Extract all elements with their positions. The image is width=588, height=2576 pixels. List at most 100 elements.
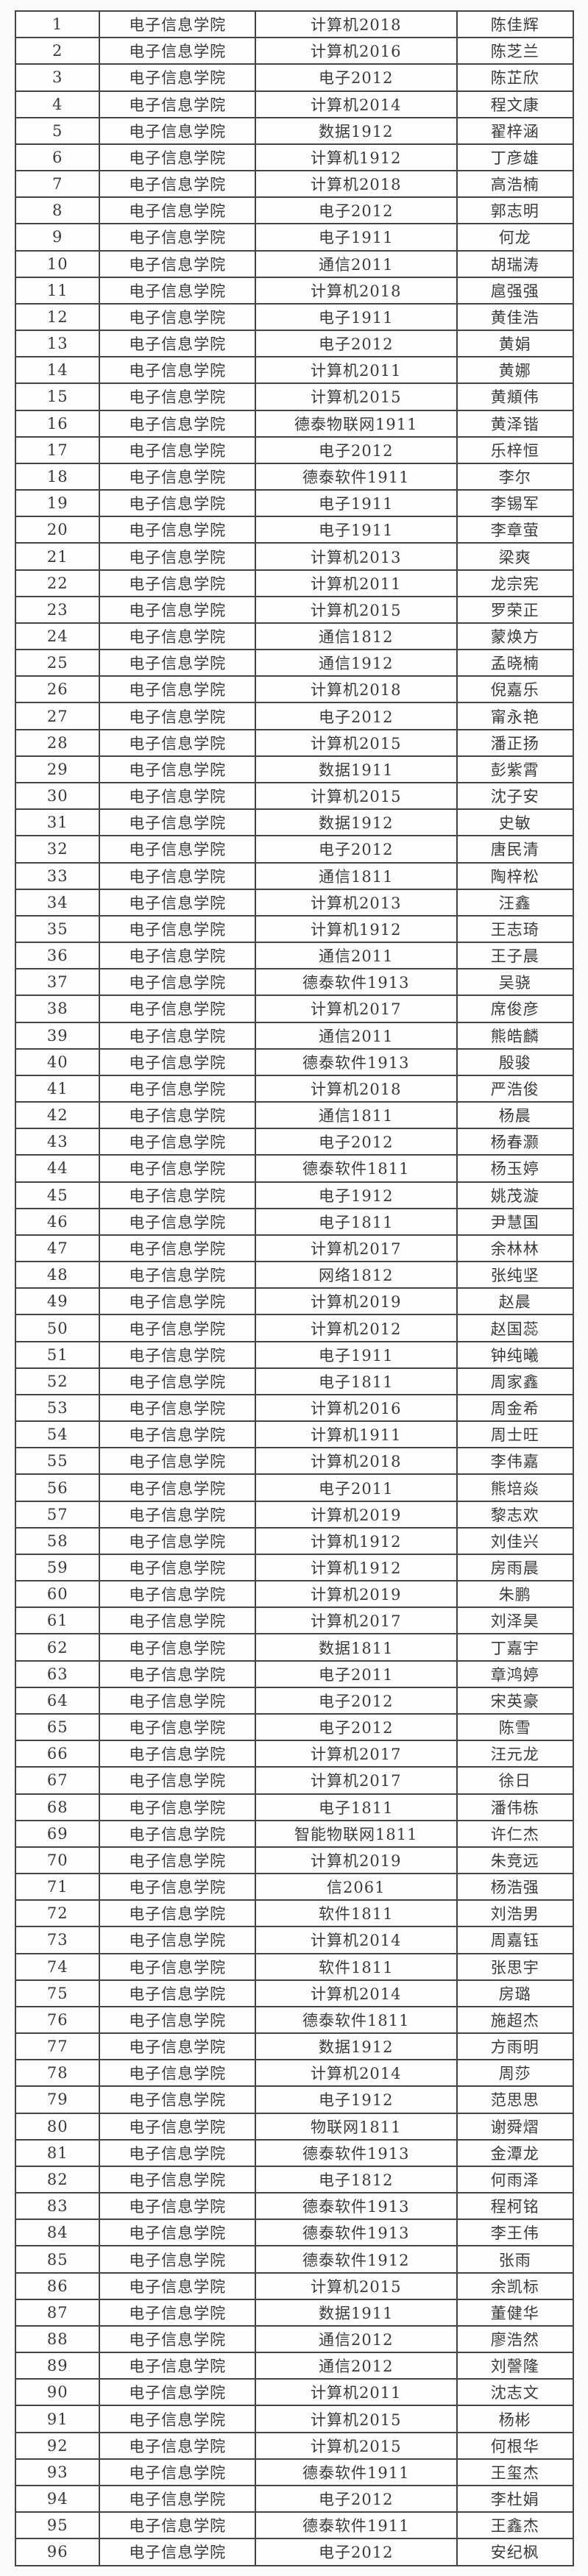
row-number-cell: 40 [14, 1047, 101, 1076]
college-cell: 电子信息学院 [99, 1926, 256, 1954]
name-cell: 朱竞远 [456, 1846, 575, 1875]
table-row: 42 电子信息学院 通信1811 杨晨 [14, 1101, 575, 1130]
student-roster-table: 1 电子信息学院 计算机2018 陈佳辉 2 电子信息学院 计算机2016 陈芝兰 3 电子信息学… [14, 10, 575, 2566]
class-cell: 计算机2016 [254, 37, 458, 65]
table-row: 83 电子信息学院 德泰软件1913 程柯铭 [14, 2192, 575, 2221]
college-cell: 电子信息学院 [99, 1766, 256, 1795]
name-cell: 倪嘉乐 [456, 675, 575, 704]
college-cell: 电子信息学院 [99, 1181, 256, 1209]
class-cell: 计算机2018 [254, 1447, 458, 1476]
row-number-cell: 80 [14, 2112, 101, 2141]
class-cell: 通信1912 [254, 649, 458, 677]
class-cell: 电子2012 [254, 702, 458, 730]
college-cell: 电子信息学院 [99, 10, 256, 39]
row-number-cell: 9 [14, 223, 101, 252]
college-cell: 电子信息学院 [99, 2484, 256, 2513]
table-row: 90 电子信息学院 计算机2011 沈志文 [14, 2378, 575, 2407]
college-cell: 电子信息学院 [99, 808, 256, 837]
college-cell: 电子信息学院 [99, 2165, 256, 2194]
table-row: 12 电子信息学院 电子1911 黄佳浩 [14, 302, 575, 332]
row-number-cell: 75 [14, 1979, 101, 2007]
class-cell: 电子1911 [254, 489, 458, 518]
college-cell: 电子信息学院 [99, 1686, 256, 1715]
class-cell: 计算机2015 [254, 383, 458, 411]
class-cell: 电子2012 [254, 330, 458, 358]
class-cell: 数据1911 [254, 2298, 458, 2327]
table-row: 57 电子信息学院 计算机2019 黎志欢 [14, 1500, 575, 1529]
row-number-cell: 29 [14, 755, 101, 783]
college-cell: 电子信息学院 [99, 356, 256, 385]
table-row: 50 电子信息学院 计算机2012 赵国蕊 [14, 1314, 575, 1342]
college-cell: 电子信息学院 [99, 1420, 256, 1449]
class-cell: 计算机2015 [254, 2271, 458, 2300]
row-number-cell: 92 [14, 2431, 101, 2460]
table-row: 79 电子信息学院 电子1912 范思思 [14, 2085, 575, 2114]
class-cell: 德泰软件1911 [254, 2458, 458, 2486]
class-cell: 计算机2019 [254, 1580, 458, 1609]
class-cell: 电子1911 [254, 1340, 458, 1369]
row-number-cell: 25 [14, 649, 101, 677]
class-cell: 计算机2017 [254, 1234, 458, 1263]
row-number-cell: 67 [14, 1766, 101, 1795]
row-number-cell: 19 [14, 489, 101, 518]
college-cell: 电子信息学院 [99, 1846, 256, 1875]
roster-table-body: 1 电子信息学院 计算机2018 陈佳辉 2 电子信息学院 计算机2016 陈芝兰 3 电子信息学… [14, 10, 575, 2566]
row-number-cell: 7 [14, 170, 101, 199]
class-cell: 计算机2011 [254, 569, 458, 597]
table-row: 44 电子信息学院 德泰软件1811 杨玉婷 [14, 1154, 575, 1183]
table-row: 72 电子信息学院 软件1811 刘浩男 [14, 1899, 575, 1928]
college-cell: 电子信息学院 [99, 1101, 256, 1130]
row-number-cell: 26 [14, 675, 101, 704]
class-cell: 德泰软件1811 [254, 1154, 458, 1183]
name-cell: 蒙焕方 [456, 622, 575, 651]
row-number-cell: 14 [14, 356, 101, 385]
college-cell: 电子信息学院 [99, 2245, 256, 2274]
college-cell: 电子信息学院 [99, 302, 256, 332]
class-cell: 计算机2015 [254, 781, 458, 811]
college-cell: 电子信息学院 [99, 223, 256, 252]
class-cell: 电子2012 [254, 196, 458, 225]
row-number-cell: 74 [14, 1952, 101, 1981]
class-cell: 计算机2018 [254, 10, 458, 39]
name-cell: 甯永艳 [456, 702, 575, 730]
class-cell: 计算机2015 [254, 2431, 458, 2460]
row-number-cell: 72 [14, 1899, 101, 1928]
college-cell: 电子信息学院 [99, 1659, 256, 1688]
class-cell: 计算机1912 [254, 1526, 458, 1555]
table-row: 31 电子信息学院 数据1912 史敏 [14, 808, 575, 837]
row-number-cell: 17 [14, 435, 101, 464]
college-cell: 电子信息学院 [99, 1607, 256, 1635]
table-row: 26 电子信息学院 计算机2018 倪嘉乐 [14, 675, 575, 704]
row-number-cell: 43 [14, 1128, 101, 1156]
table-row: 91 电子信息学院 计算机2015 杨彬 [14, 2405, 575, 2433]
college-cell: 电子信息学院 [99, 1154, 256, 1183]
college-cell: 电子信息学院 [99, 1447, 256, 1476]
table-row: 54 电子信息学院 计算机1911 周士旺 [14, 1420, 575, 1449]
row-number-cell: 50 [14, 1314, 101, 1342]
college-cell: 电子信息学院 [99, 383, 256, 411]
name-cell: 丁嘉宇 [456, 1633, 575, 1662]
row-number-cell: 70 [14, 1846, 101, 1875]
table-row: 24 电子信息学院 通信1812 蒙焕方 [14, 622, 575, 651]
row-number-cell: 28 [14, 728, 101, 757]
class-cell: 计算机2019 [254, 1500, 458, 1529]
table-row: 29 电子信息学院 数据1911 彭紫霄 [14, 755, 575, 783]
class-cell: 德泰软件1811 [254, 2005, 458, 2035]
table-row: 68 电子信息学院 电子1811 潘伟栋 [14, 1793, 575, 1821]
name-cell: 胡瑞涛 [456, 249, 575, 278]
class-cell: 计算机2013 [254, 888, 458, 917]
college-cell: 电子信息学院 [99, 90, 256, 118]
class-cell: 电子1911 [254, 223, 458, 252]
row-number-cell: 11 [14, 276, 101, 305]
table-row: 38 电子信息学院 计算机2017 席俊彦 [14, 995, 575, 1023]
row-number-cell: 82 [14, 2165, 101, 2194]
row-number-cell: 51 [14, 1340, 101, 1369]
name-cell: 周莎 [456, 2059, 575, 2088]
table-row: 27 电子信息学院 电子2012 甯永艳 [14, 702, 575, 730]
name-cell: 朱鹏 [456, 1580, 575, 1609]
table-row: 3 电子信息学院 电子2012 陈芷欣 [14, 63, 575, 92]
name-cell: 黄泽锴 [456, 409, 575, 438]
row-number-cell: 5 [14, 116, 101, 145]
class-cell: 德泰软件1913 [254, 1047, 458, 1076]
college-cell: 电子信息学院 [99, 37, 256, 65]
